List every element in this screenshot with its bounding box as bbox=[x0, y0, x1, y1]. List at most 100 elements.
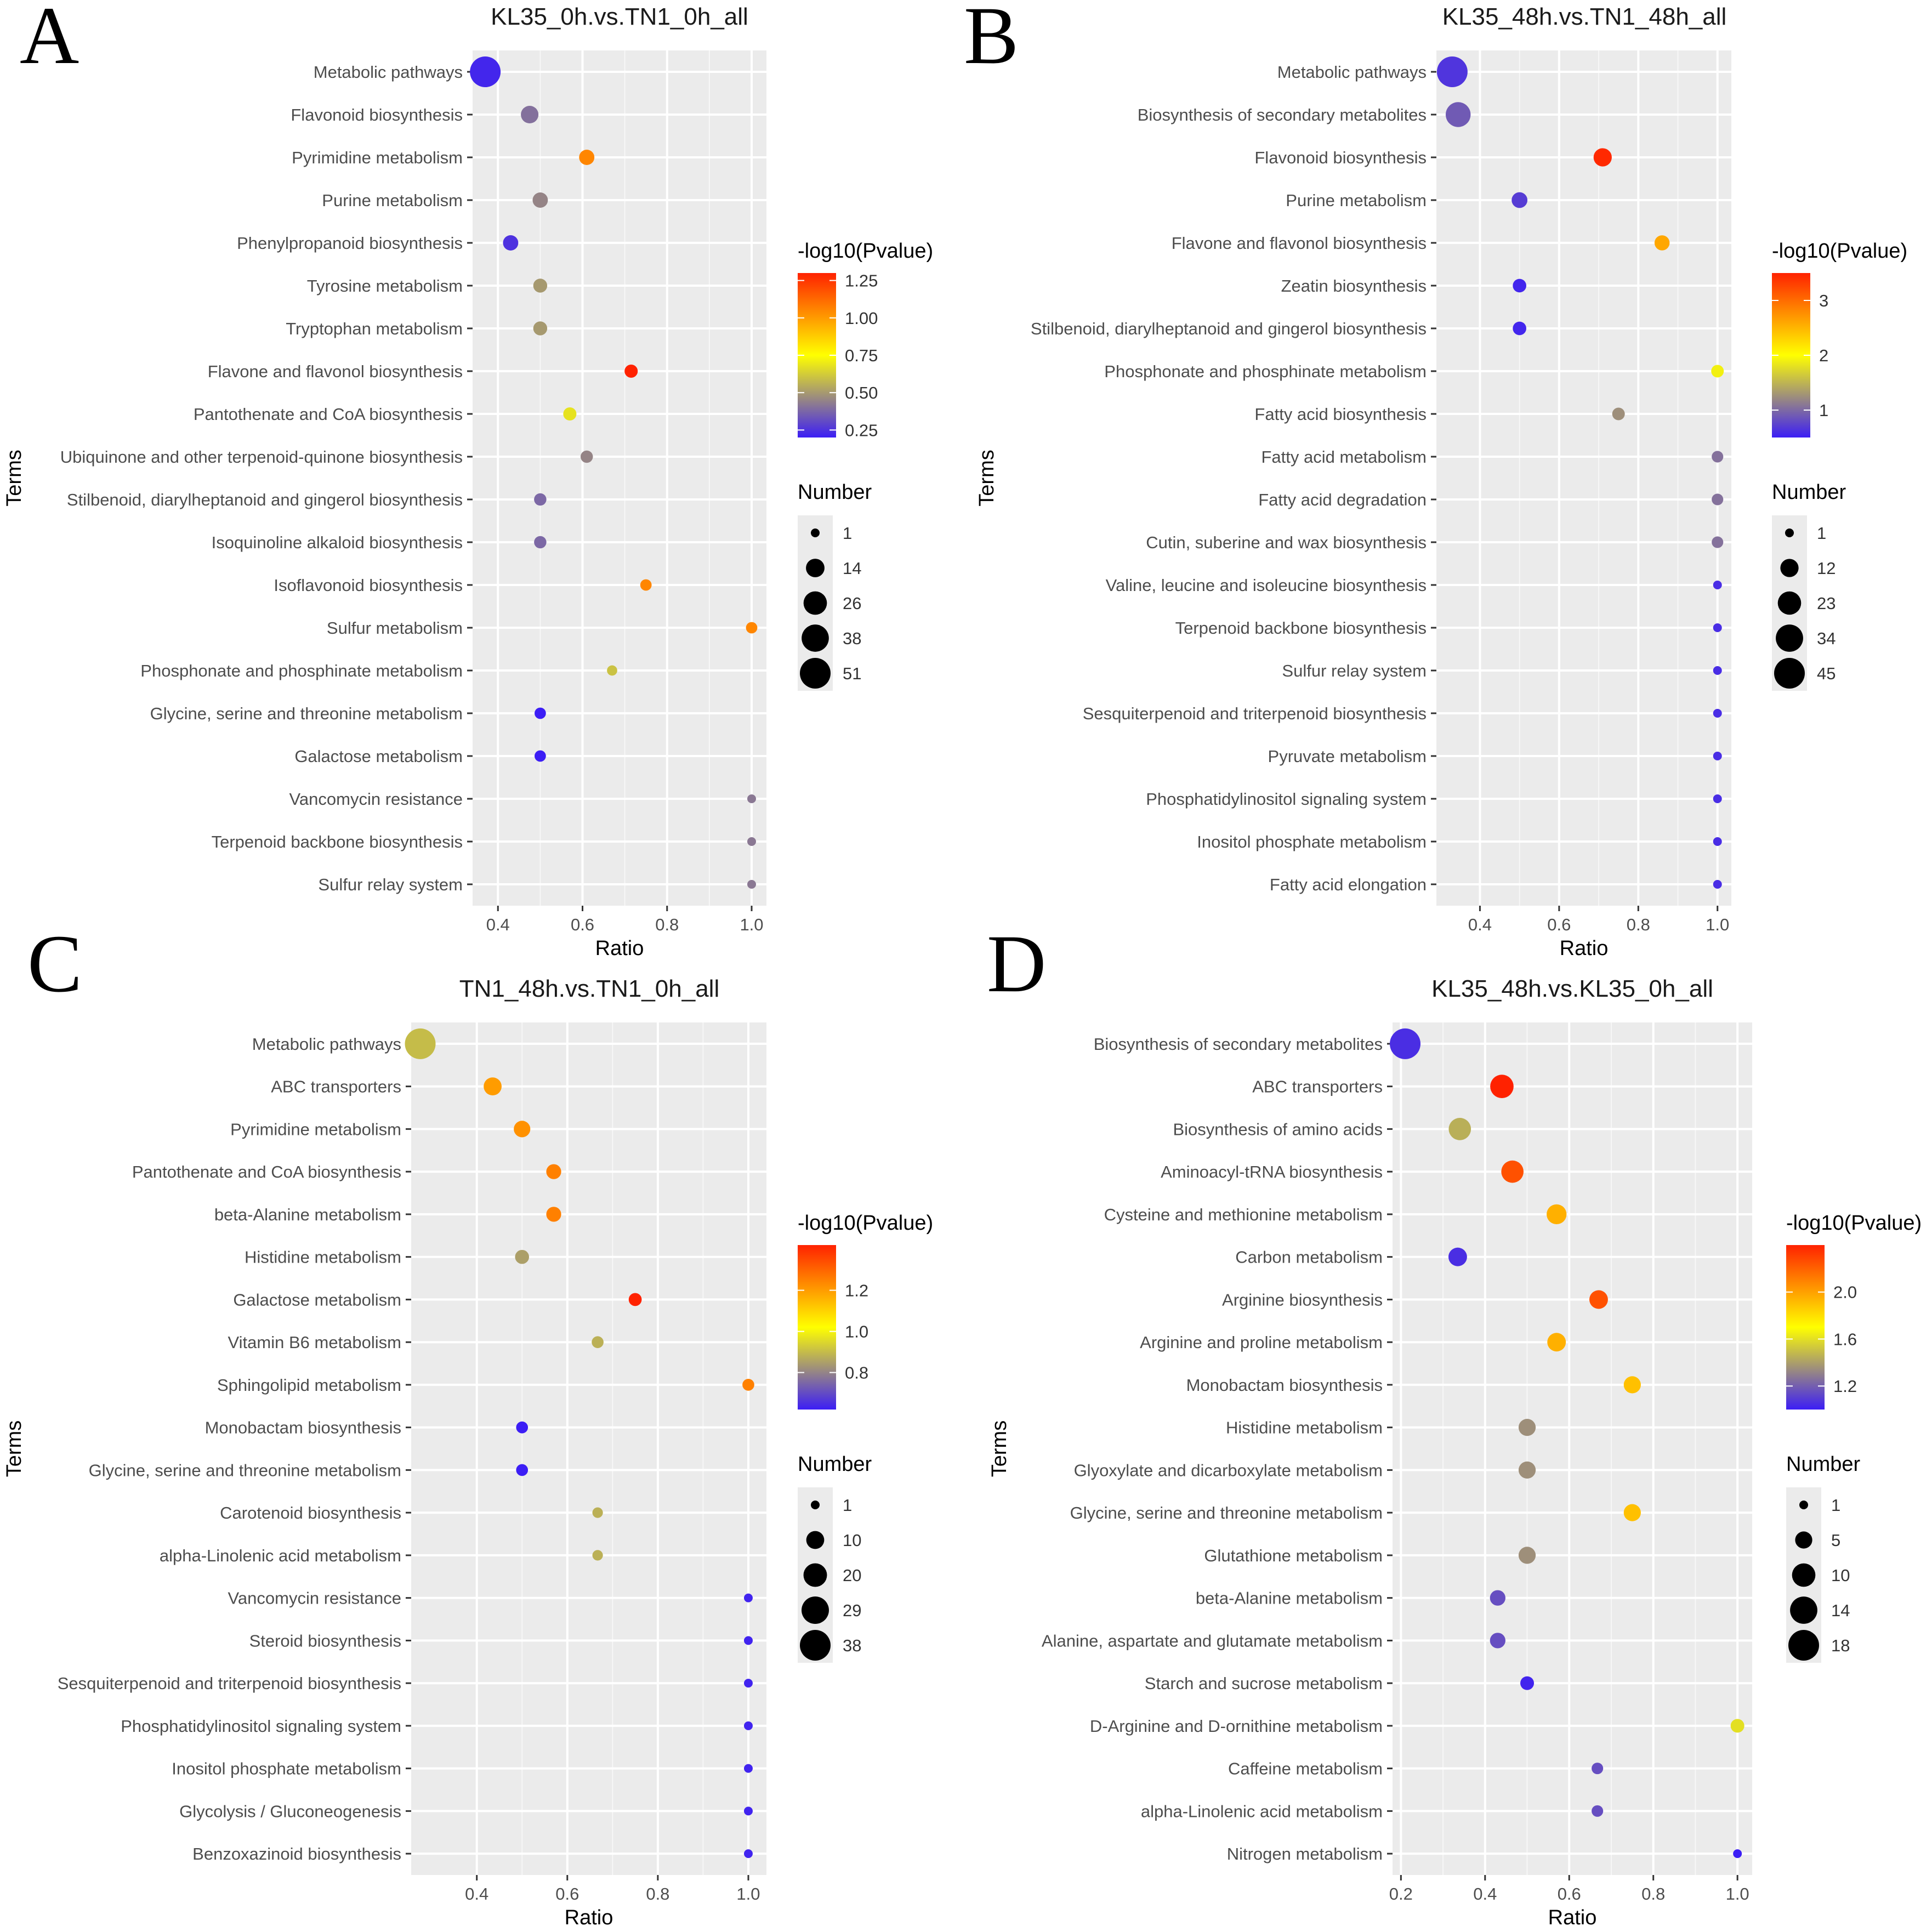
term-label: Stilbenoid, diarylheptanoid and gingerol… bbox=[1031, 319, 1427, 338]
size-key-dot bbox=[803, 1563, 827, 1587]
term-label: Glycine, serine and threonine metabolism bbox=[89, 1461, 401, 1480]
colorbar-tick-label: 1.25 bbox=[845, 271, 878, 291]
data-point bbox=[1490, 1075, 1514, 1098]
x-tick-label: 0.8 bbox=[646, 1884, 669, 1903]
data-point bbox=[607, 665, 617, 676]
data-point bbox=[546, 1164, 561, 1179]
data-point bbox=[1612, 407, 1625, 421]
data-point bbox=[1436, 56, 1468, 87]
data-point bbox=[1589, 1290, 1608, 1309]
term-label: Arginine and proline metabolism bbox=[1140, 1333, 1383, 1352]
term-label: Fatty acid degradation bbox=[1258, 490, 1427, 509]
term-label: Zeatin biosynthesis bbox=[1281, 276, 1427, 296]
x-tick-label: 1.0 bbox=[736, 1884, 760, 1903]
term-label: Isoquinoline alkaloid biosynthesis bbox=[212, 533, 463, 552]
term-label: Inositol phosphate metabolism bbox=[1197, 832, 1427, 851]
panel-letter: D bbox=[987, 918, 1046, 1009]
y-axis-title: Terms bbox=[988, 1420, 1011, 1477]
term-label: Glutathione metabolism bbox=[1204, 1546, 1383, 1565]
data-point bbox=[1712, 536, 1724, 548]
size-key-label: 14 bbox=[843, 559, 861, 578]
term-label: Pyrimidine metabolism bbox=[230, 1120, 401, 1139]
y-axis-title: Terms bbox=[975, 450, 998, 506]
data-point bbox=[624, 364, 638, 378]
term-label: Sulfur metabolism bbox=[327, 618, 463, 638]
colorbar-tick-label: 1.2 bbox=[845, 1281, 868, 1300]
data-point bbox=[532, 192, 548, 208]
colorbar-tick-label: 0.75 bbox=[845, 346, 878, 365]
size-key-label: 10 bbox=[843, 1531, 861, 1550]
term-label: Valine, leucine and isoleucine biosynthe… bbox=[1106, 576, 1427, 595]
data-point bbox=[1712, 451, 1724, 463]
term-label: Galactose metabolism bbox=[233, 1290, 401, 1309]
size-key-dot bbox=[1788, 1630, 1819, 1661]
size-key-dot bbox=[1777, 591, 1802, 615]
panel-C: C TN1_48h.vs.TN1_0h_all Metabolic pathways… bbox=[3, 918, 933, 1929]
data-point bbox=[533, 279, 548, 293]
data-point bbox=[1520, 1676, 1535, 1690]
data-point bbox=[470, 56, 501, 87]
term-label: Biosynthesis of secondary metabolites bbox=[1138, 105, 1427, 124]
size-key-label: 10 bbox=[1831, 1566, 1850, 1585]
term-label: Glycolysis / Gluconeogenesis bbox=[179, 1802, 401, 1821]
size-legend-title: Number bbox=[798, 481, 872, 504]
x-tick-label: 0.8 bbox=[1641, 1884, 1665, 1903]
x-tick-label: 0.2 bbox=[1389, 1884, 1413, 1903]
x-tick-label: 1.0 bbox=[1706, 915, 1729, 934]
panel-letter: C bbox=[27, 918, 82, 1009]
term-label: Phosphatidylinositol signaling system bbox=[121, 1717, 401, 1736]
size-key-label: 23 bbox=[1817, 594, 1836, 613]
data-point bbox=[534, 493, 547, 506]
x-tick-label: 0.6 bbox=[1547, 915, 1571, 934]
data-point bbox=[503, 235, 519, 251]
data-point bbox=[535, 707, 546, 719]
x-axis-title: Ratio bbox=[1548, 1906, 1597, 1929]
colorbar-tick-label: 1.2 bbox=[1833, 1377, 1857, 1396]
term-label: Biosynthesis of amino acids bbox=[1173, 1120, 1383, 1139]
term-label: Aminoacyl-tRNA biosynthesis bbox=[1161, 1162, 1383, 1181]
data-point bbox=[1713, 623, 1722, 632]
term-label: Pyrimidine metabolism bbox=[292, 148, 463, 167]
colorbar-tick-label: 0.25 bbox=[845, 421, 878, 440]
term-label: Metabolic pathways bbox=[314, 62, 463, 82]
size-key-label: 38 bbox=[843, 1636, 861, 1655]
data-point bbox=[747, 880, 757, 889]
y-axis-title: Terms bbox=[3, 450, 26, 506]
size-key-label: 12 bbox=[1817, 559, 1836, 578]
term-label: Inositol phosphate metabolism bbox=[172, 1759, 401, 1778]
data-point bbox=[1713, 581, 1722, 589]
size-key-dot bbox=[806, 559, 825, 577]
term-label: Arginine biosynthesis bbox=[1222, 1290, 1383, 1309]
term-label: Tyrosine metabolism bbox=[307, 276, 463, 296]
size-key-dot bbox=[1790, 1596, 1817, 1624]
term-label: Sesquiterpenoid and triterpenoid biosynt… bbox=[1083, 704, 1427, 723]
size-key-label: 20 bbox=[843, 1566, 861, 1585]
y-axis-title: Terms bbox=[3, 1420, 26, 1477]
term-label: Stilbenoid, diarylheptanoid and gingerol… bbox=[67, 490, 463, 509]
data-point bbox=[1592, 1805, 1604, 1817]
x-axis-title: Ratio bbox=[595, 937, 644, 960]
x-tick-label: 0.6 bbox=[571, 915, 594, 934]
colorbar-tick-label: 2.0 bbox=[1833, 1283, 1857, 1302]
data-point bbox=[1712, 493, 1724, 505]
x-tick-label: 0.4 bbox=[1473, 1884, 1497, 1903]
term-label: Sulfur relay system bbox=[318, 875, 463, 894]
colorbar-tick-label: 0.8 bbox=[845, 1363, 868, 1383]
size-key-dot bbox=[1780, 559, 1799, 577]
term-label: Sulfur relay system bbox=[1282, 661, 1427, 680]
data-point bbox=[1592, 1763, 1604, 1775]
panel-B: B KL35_48h.vs.TN1_48h_all Metabolic pathwa… bbox=[964, 0, 1907, 960]
term-label: Galactose metabolism bbox=[294, 747, 463, 766]
data-point bbox=[1446, 102, 1471, 127]
data-point bbox=[1547, 1333, 1566, 1352]
x-tick-label: 0.6 bbox=[1558, 1884, 1581, 1903]
colorbar bbox=[1786, 1245, 1825, 1410]
data-point bbox=[1513, 279, 1526, 293]
x-tick-label: 0.4 bbox=[465, 1884, 488, 1903]
colorbar-tick-label: 1 bbox=[1819, 401, 1828, 420]
panel-letter: A bbox=[20, 0, 79, 81]
term-label: Tryptophan metabolism bbox=[286, 319, 463, 338]
size-key-label: 1 bbox=[843, 524, 852, 543]
data-point bbox=[1547, 1204, 1567, 1225]
data-point bbox=[534, 536, 547, 549]
